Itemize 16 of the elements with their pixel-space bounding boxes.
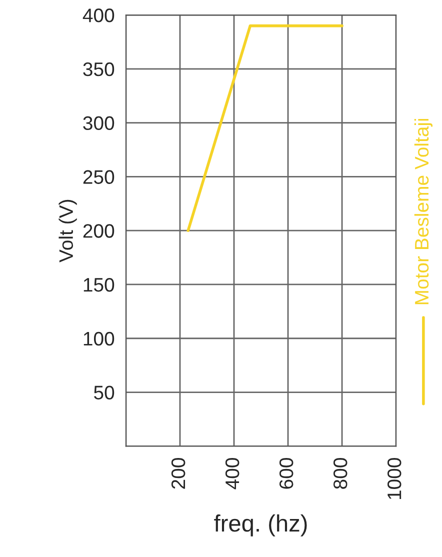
x-tick-label: 200 (171, 458, 186, 489)
y-tick-label: 300 (83, 116, 114, 130)
y-tick-label: 350 (83, 62, 114, 76)
x-tick-label: 1000 (387, 458, 402, 500)
y-tick-label: 400 (82, 8, 114, 22)
y-tick-label: 150 (84, 278, 114, 292)
y-tick-label: 50 (94, 386, 114, 400)
y-tick-label: 100 (84, 332, 114, 346)
text: Motor Besleme Voltaji (414, 118, 432, 304)
x-tick-label: 600 (279, 458, 294, 489)
x-tick-label: 800 (333, 458, 348, 489)
x-axis-title: freq. (hz) (214, 514, 307, 536)
y-tick-label: 250 (83, 170, 114, 184)
y-tick-label: 200 (83, 224, 114, 238)
x-tick-label: 400 (225, 458, 240, 490)
y-axis-title: Volt (V) (58, 200, 77, 262)
